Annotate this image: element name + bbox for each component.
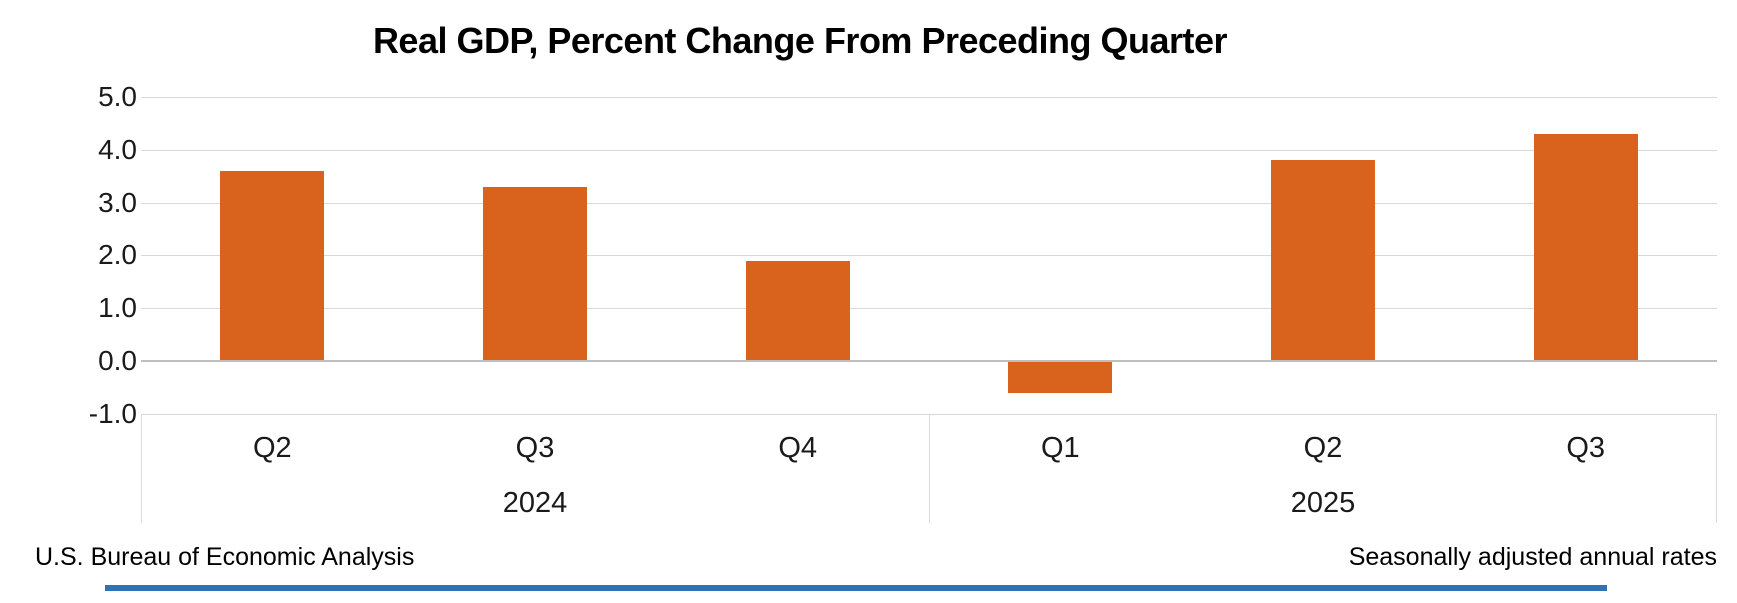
chart-title: Real GDP, Percent Change From Preceding …: [372, 20, 1228, 61]
rates-note: Seasonally adjusted annual rates: [1348, 543, 1717, 571]
y-axis-tick-label: 0.0: [98, 345, 137, 376]
gridline: [141, 308, 1717, 310]
y-axis-tick-label: 5.0: [98, 81, 137, 112]
category-axis-box: [141, 414, 1717, 523]
gridline: [141, 255, 1717, 257]
bar: [483, 186, 587, 361]
bar: [1008, 361, 1113, 393]
category-label: Q2: [1303, 432, 1343, 464]
source-note: U.S. Bureau of Economic Analysis: [35, 543, 415, 571]
y-axis-tick-label: -1.0: [88, 397, 137, 429]
y-axis-tick-label: 1.0: [98, 292, 137, 324]
category-label: Q2: [252, 432, 292, 464]
bar: [1271, 160, 1375, 361]
zero-axis-line: [141, 360, 1717, 362]
category-label: Q3: [515, 432, 555, 464]
y-axis-tick-label: 3.0: [98, 186, 137, 218]
y-axis-tick-label: 4.0: [98, 133, 137, 165]
year-label: 2025: [1290, 487, 1356, 519]
bar: [745, 260, 850, 361]
bar: [1533, 133, 1638, 361]
bar: [220, 170, 325, 361]
bottom-accent-bar: [105, 585, 1607, 591]
category-label: Q3: [1566, 432, 1605, 464]
year-axis-labels: 2024 2025: [141, 487, 1717, 519]
y-axis-tick-label: 2.0: [98, 239, 137, 271]
year-label: 2024: [502, 487, 568, 519]
gridline: [141, 149, 1717, 151]
gridline: [141, 97, 1717, 98]
year-divider-line: [929, 415, 930, 523]
category-label: Q4: [778, 432, 817, 464]
gridline: [141, 202, 1717, 204]
category-label: Q1: [1040, 432, 1080, 464]
